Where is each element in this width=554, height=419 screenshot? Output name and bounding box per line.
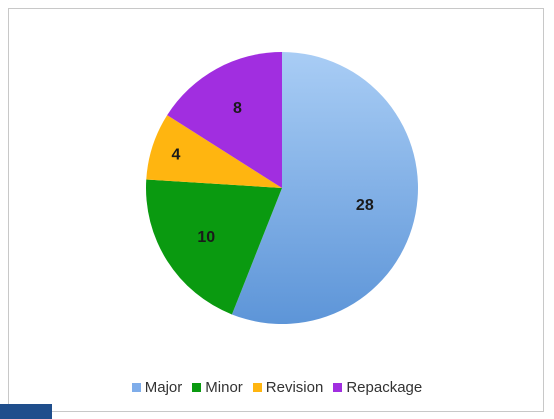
legend-swatch-minor <box>192 383 202 392</box>
legend-item-repackage: Repackage <box>333 379 422 396</box>
legend-label-revision: Revision <box>265 379 324 396</box>
legend-swatch-repackage <box>333 383 343 392</box>
legend-item-minor: Minor <box>192 379 243 396</box>
corner-accent <box>0 404 52 419</box>
data-label-minor: 10 <box>197 229 215 246</box>
pie-slice-minor <box>146 179 282 315</box>
pie-slice-repackage <box>167 52 282 188</box>
pie-slice-major <box>231 52 418 324</box>
legend-swatch-major <box>131 383 141 392</box>
legend-item-revision: Revision <box>252 379 324 396</box>
data-label-major: 28 <box>356 197 374 214</box>
legend-swatch-revision <box>252 383 262 392</box>
legend-label-major: Major <box>144 379 183 396</box>
legend-label-minor: Minor <box>205 379 243 396</box>
legend-item-major: Major <box>131 379 183 396</box>
data-label-revision: 4 <box>171 147 180 164</box>
legend: Major Minor Revision Repackage <box>0 379 554 396</box>
legend-label-repackage: Repackage <box>346 379 423 396</box>
data-label-repackage: 8 <box>233 100 242 117</box>
pie-slice-revision <box>146 115 282 188</box>
